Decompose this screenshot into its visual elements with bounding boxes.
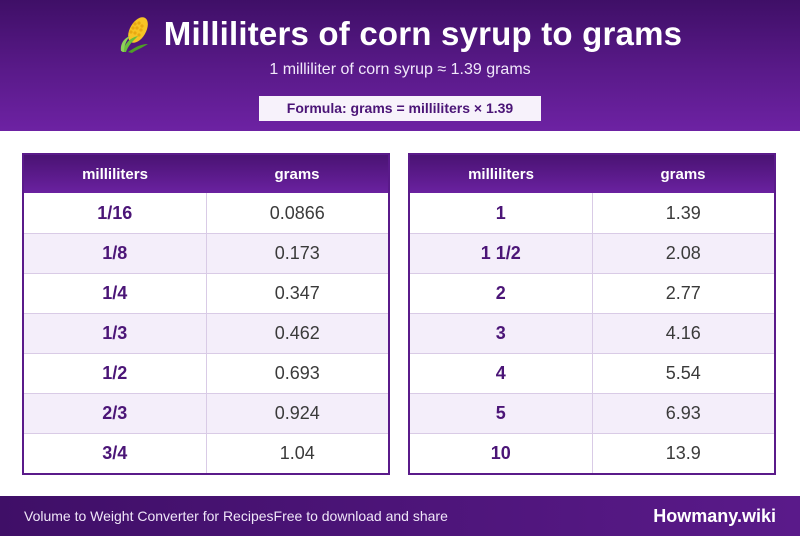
footer-text: Volume to Weight Converter for RecipesFr…	[24, 496, 448, 536]
table-header: milliliters grams	[24, 155, 388, 193]
table-row: 1/8 0.173	[24, 233, 388, 273]
milliliters-cell: 3	[410, 314, 593, 353]
table-row: 2 2.77	[410, 273, 774, 313]
table-row: 1/16 0.0866	[24, 193, 388, 233]
footer-share-note: Free to download and share	[273, 508, 448, 524]
page-title: Milliliters of corn syrup to grams	[163, 15, 683, 52]
corn-icon	[118, 14, 154, 54]
table-row: 1 1/2 2.08	[410, 233, 774, 273]
milliliters-cell: 1/3	[24, 314, 207, 353]
milliliters-cell: 10	[410, 434, 593, 473]
column-header-milliliters: milliliters	[468, 165, 534, 183]
formula-badge: Formula: grams = milliliters × 1.39	[259, 96, 541, 121]
column-header-milliliters: milliliters	[82, 165, 148, 183]
milliliters-cell: 1/2	[24, 354, 207, 393]
table-body: 1 1.39 1 1/2 2.08 2 2.77 3 4.16 4 5.54 5…	[410, 193, 774, 473]
milliliters-cell: 1/4	[24, 274, 207, 313]
header: Milliliters of corn syrup to grams 1 mil…	[0, 0, 800, 131]
grams-cell: 1.39	[665, 202, 701, 223]
table-row: 1/2 0.693	[24, 353, 388, 393]
milliliters-cell: 1	[410, 193, 593, 233]
grams-cell: 0.924	[274, 403, 320, 423]
milliliters-cell: 1 1/2	[410, 234, 593, 273]
table-row: 10 13.9	[410, 433, 774, 473]
column-header-grams: grams	[660, 165, 706, 183]
footer-tagline: Volume to Weight Converter for Recipes	[24, 508, 274, 524]
table-row: 1/4 0.347	[24, 273, 388, 313]
table-body: 1/16 0.0866 1/8 0.173 1/4 0.347 1/3 0.46…	[24, 193, 388, 473]
milliliters-cell: 1/16	[24, 193, 207, 233]
table-header: milliliters grams	[410, 155, 774, 193]
table-row: 5 6.93	[410, 393, 774, 433]
table-row: 3 4.16	[410, 313, 774, 353]
subtitle: 1 milliliter of corn syrup ≈ 1.39 grams	[269, 61, 531, 78]
grams-cell: 0.693	[274, 363, 320, 383]
milliliters-cell: 4	[410, 354, 593, 393]
grams-cell: 0.462	[274, 323, 320, 343]
grams-cell: 6.93	[665, 403, 701, 423]
grams-cell: 1.04	[279, 443, 315, 463]
grams-cell: 13.9	[665, 443, 701, 463]
conversion-table-left: milliliters grams 1/16 0.0866 1/8 0.173 …	[22, 153, 390, 475]
table-row: 1 1.39	[410, 193, 774, 233]
grams-cell: 0.0866	[269, 202, 325, 223]
grams-cell: 0.173	[274, 243, 320, 263]
brand-logo-text: Howmany.wiki	[653, 506, 776, 526]
table-row: 3/4 1.04	[24, 433, 388, 473]
title-row: Milliliters of corn syrup to grams	[0, 12, 800, 56]
conversion-table-right: milliliters grams 1 1.39 1 1/2 2.08 2 2.…	[408, 153, 776, 475]
footer: Volume to Weight Converter for RecipesFr…	[0, 496, 800, 536]
milliliters-cell: 1/8	[24, 234, 207, 273]
table-row: 4 5.54	[410, 353, 774, 393]
table-row: 2/3 0.924	[24, 393, 388, 433]
table-row: 1/3 0.462	[24, 313, 388, 353]
grams-cell: 5.54	[665, 363, 701, 383]
milliliters-cell: 2/3	[24, 394, 207, 433]
column-header-grams: grams	[274, 165, 320, 183]
grams-cell: 2.77	[665, 283, 701, 303]
milliliters-cell: 2	[410, 274, 593, 313]
grams-cell: 0.347	[274, 283, 320, 303]
milliliters-cell: 5	[410, 394, 593, 433]
grams-cell: 2.08	[665, 243, 701, 263]
milliliters-cell: 3/4	[24, 434, 207, 473]
grams-cell: 4.16	[665, 323, 701, 343]
